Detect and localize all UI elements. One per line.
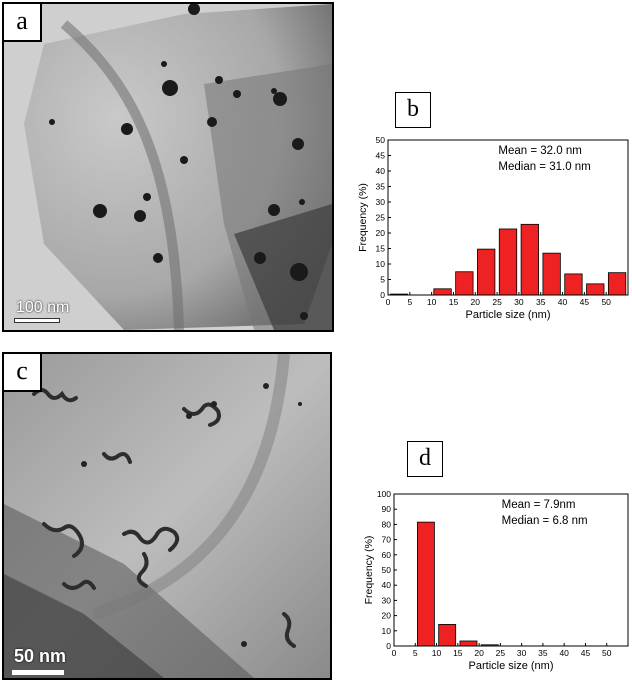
y-tick-label: 100 <box>377 489 391 499</box>
y-tick-label: 0 <box>380 290 385 300</box>
x-tick-label: 35 <box>536 297 546 307</box>
panel-label-c: c <box>4 354 42 392</box>
stats-annotation: Mean = 32.0 nm <box>498 145 581 157</box>
y-tick-label: 40 <box>382 580 392 590</box>
y-tick-label: 20 <box>382 611 392 621</box>
x-tick-label: 50 <box>602 648 612 658</box>
bar <box>520 223 539 296</box>
tem-image-c-graphic <box>4 354 330 678</box>
bar <box>433 288 452 296</box>
x-tick-label: 25 <box>492 297 502 307</box>
y-axis-label: Frequency (%) <box>357 183 369 252</box>
y-tick-label: 30 <box>376 197 386 207</box>
histogram-d: 0 10 20 30 40 50 60 70 80 90 100 0 5 10 15 20 25 30 35 40 45… <box>363 489 629 672</box>
x-tick-label: 35 <box>538 648 548 658</box>
x-tick-label: 15 <box>453 648 463 658</box>
y-tick-label: 15 <box>376 244 386 254</box>
y-axis-label: Frequency (%) <box>363 536 375 605</box>
x-tick-label: 10 <box>427 297 437 307</box>
y-tick-label: 10 <box>382 626 392 636</box>
x-tick-label: 40 <box>559 648 569 658</box>
y-tick-label: 80 <box>382 519 392 529</box>
bar <box>455 271 474 296</box>
panel-label-b: b <box>395 92 431 128</box>
histogram-b: 0 5 10 15 20 25 30 35 40 45 50 0 5 10 15 20 25 30 35 40 45 50… <box>357 135 629 321</box>
x-tick-label: 50 <box>601 297 611 307</box>
bar <box>417 521 435 647</box>
x-tick-label: 5 <box>413 648 418 658</box>
stats-annotation: Median = 6.8 nm <box>502 515 588 527</box>
y-tick-label: 40 <box>376 166 386 176</box>
x-tick-label: 30 <box>517 648 527 658</box>
bar <box>586 283 605 296</box>
x-tick-label: 25 <box>496 648 506 658</box>
bar <box>438 624 457 647</box>
bar <box>564 273 583 296</box>
tem-image-c: c 50 nm <box>2 352 332 680</box>
scale-bar-c <box>12 670 64 675</box>
x-tick-label: 5 <box>407 297 412 307</box>
x-tick-label: 40 <box>558 297 568 307</box>
scale-bar-label-a: 100 nm <box>16 299 70 316</box>
bar <box>459 640 478 647</box>
y-tick-label: 45 <box>376 151 386 161</box>
y-tick-label: 50 <box>382 565 392 575</box>
panel-label-d: d <box>407 441 443 477</box>
bar <box>477 248 496 296</box>
x-tick-label: 45 <box>580 297 590 307</box>
stats-annotation: Median = 31.0 nm <box>498 161 590 173</box>
panel-label-a: a <box>4 4 42 42</box>
x-tick-label: 20 <box>471 297 481 307</box>
y-tick-label: 70 <box>382 535 392 545</box>
x-axis-label: Particle size (nm) <box>466 309 551 321</box>
x-tick-label: 45 <box>581 648 591 658</box>
scale-bar-a <box>14 318 60 323</box>
y-tick-label: 50 <box>376 135 386 145</box>
tem-image-a: a 100 nm <box>2 2 334 332</box>
x-tick-label: 10 <box>432 648 442 658</box>
stats-annotation: Mean = 7.9nm <box>502 499 576 511</box>
y-tick-label: 60 <box>382 550 392 560</box>
y-tick-label: 90 <box>382 504 392 514</box>
x-tick-label: 15 <box>449 297 459 307</box>
x-axis-label: Particle size (nm) <box>469 660 554 672</box>
y-tick-label: 10 <box>376 259 386 269</box>
bar <box>607 272 627 296</box>
x-tick-label: 20 <box>474 648 484 658</box>
y-tick-label: 30 <box>382 595 392 605</box>
x-tick-label: 0 <box>392 648 397 658</box>
y-tick-label: 5 <box>380 275 385 285</box>
scale-bar-label-c: 50 nm <box>14 646 67 666</box>
bar <box>542 252 561 296</box>
x-tick-label: 30 <box>514 297 524 307</box>
y-tick-label: 35 <box>376 182 386 192</box>
x-tick-label: 0 <box>386 297 391 307</box>
y-tick-label: 25 <box>376 213 386 223</box>
y-tick-label: 20 <box>376 228 386 238</box>
bar <box>498 228 518 296</box>
y-tick-label: 0 <box>386 641 391 651</box>
tem-image-a-graphic <box>4 4 332 330</box>
